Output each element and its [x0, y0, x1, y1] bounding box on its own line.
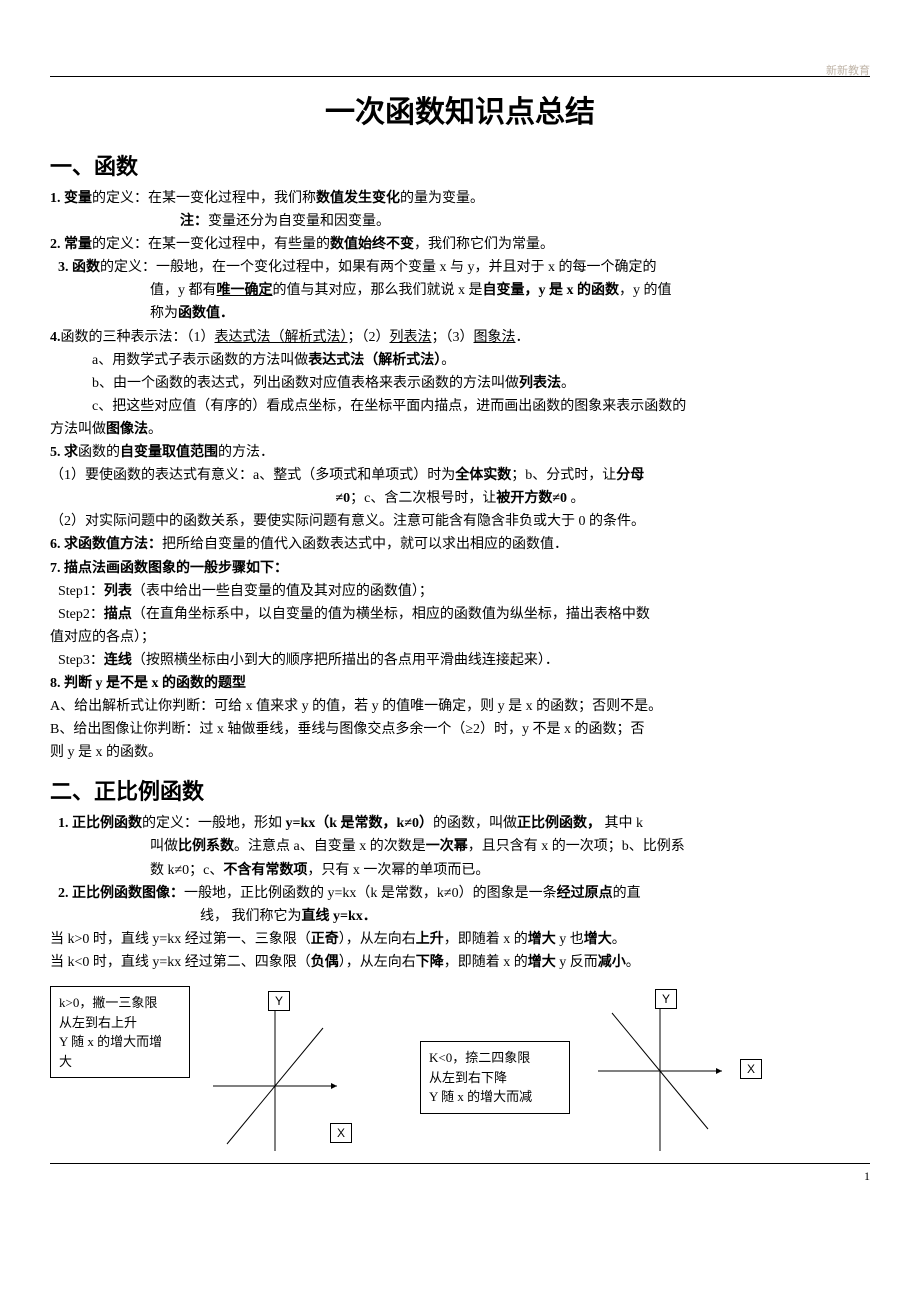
phrase-unique: 唯一确定 [217, 283, 273, 298]
figure-2-textbox: K<0，捺二四象限 从左到右下降 Y 随 x 的增大而减 [420, 1041, 570, 1114]
s2-item-3: 当 k>0 时，直线 y=kx 经过第一、三象限（正奇），从左向右上升，即随着 … [50, 928, 870, 951]
s1-item-5-1-line1: （1）要使函数的表达式有意义：a、整式（多项式和单项式）时为全体实数；b、分式时… [50, 464, 870, 487]
s1-item-6: 6. 求函数值方法：把所给自变量的值代入函数表达式中，就可以求出相应的函数值． [50, 533, 870, 556]
phrase-domain: 自变量取值范围 [120, 445, 218, 460]
figure-1-y-label: Y [268, 991, 290, 1011]
s1-item-4c-line2: 方法叫做图像法。 [50, 418, 870, 441]
phrase-value-unchanged: 数值始终不变 [330, 237, 414, 252]
phrase-connect-line: 连线 [104, 653, 132, 668]
s2-item-1-line1: 1. 正比例函数的定义：一般地，形如 y=kx（k 是常数，k≠0）的函数，叫做… [50, 812, 870, 835]
s1-item-7-title: 7. 描点法画函数图象的一般步骤如下： [50, 557, 870, 580]
phrase-all-reals: 全体实数 [455, 468, 511, 483]
label-constant: 2. 常量 [50, 237, 92, 252]
phrase-fouou: 负偶 [311, 955, 339, 970]
bottom-horizontal-rule [50, 1163, 870, 1164]
phrase-list-table: 列表 [104, 584, 132, 599]
phrase-graph-method: 图像法 [106, 422, 148, 437]
s1-item-7-step2-line2: 值对应的各点）； [50, 626, 870, 649]
phrase-fn-value: 函数值． [178, 306, 234, 321]
s1-item-4b: b、由一个函数的表达式，列出函数对应值表格来表示函数的方法叫做列表法。 [50, 372, 870, 395]
phrase-ykx: y=kx（k 是常数，k≠0） [286, 816, 434, 831]
top-horizontal-rule [50, 76, 870, 77]
s1-item-8b-line2: 则 y 是 x 的函数。 [50, 741, 870, 764]
s2-item-4: 当 k<0 时，直线 y=kx 经过第二、四象限（负偶），从左向右下降，即随着 … [50, 951, 870, 974]
s1-item-8a: A、给出解析式让你判断：可给 x 值来求 y 的值，若 y 的值唯一确定，则 y… [50, 695, 870, 718]
s1-item-7-step2-line1: Step2：描点（在直角坐标系中，以自变量的值为横坐标，相应的函数值为纵坐标，描… [50, 603, 870, 626]
figure-2-chart [590, 986, 730, 1156]
phrase-table-method: 列表法 [519, 376, 561, 391]
header-watermark: 新新教育 [826, 62, 870, 78]
phrase-increase-3: 增大 [528, 955, 556, 970]
phrase-proportion-coeff: 比例系数 [178, 839, 234, 854]
phrase-radicand-neq0: 被开方数≠0 [496, 491, 570, 506]
figure-1-textbox: k>0，撇一三象限 从左到右上升 Y 随 x 的增大而增 大 [50, 986, 190, 1078]
label-proportional-fn: 1. 正比例函数 [58, 816, 142, 831]
method-graph: 图象法 [474, 330, 516, 345]
s1-item-5: 5. 求函数的自变量取值范围的方法． [50, 441, 870, 464]
phrase-first-power: 一次幂 [426, 839, 468, 854]
note-label: 注： [180, 214, 208, 229]
phrase-rise: 上升 [416, 932, 444, 947]
phrase-proportional-fn-name: 正比例函数， [517, 816, 605, 831]
label-6: 6. 求函数值方法： [50, 537, 162, 552]
figure-2-y-label: Y [655, 989, 677, 1009]
s1-item-5-1-line2: ≠0；c、含二次根号时，让被开方数≠0 。 [50, 487, 870, 510]
s2-item-2-line2: 线， 我们称它为直线 y=kx． [50, 905, 870, 928]
s1-item-1: 1. 变量的定义：在某一变化过程中，我们称数值发生变化的量为变量。 [50, 187, 870, 210]
method-expression: 表达式法（解析式法） [215, 330, 348, 345]
s1-item-3-line3: 称为函数值． [50, 302, 870, 325]
label-5: 5. 求 [50, 445, 78, 460]
phrase-ivar-yfn: 自变量，y 是 x 的函数 [483, 283, 620, 298]
phrase-neq0-1: ≠0 [335, 491, 350, 506]
s1-item-3-line1: 3. 函数的定义：一般地，在一个变化过程中，如果有两个变量 x 与 y，并且对于… [50, 256, 870, 279]
figures-row: k>0，撇一三象限 从左到右上升 Y 随 x 的增大而增 大 Y X K<0，捺… [50, 986, 870, 1166]
phrase-no-constant: 不含有常数项 [223, 863, 307, 878]
figure-1-wrap: k>0，撇一三象限 从左到右上升 Y 随 x 的增大而增 大 Y X [50, 986, 370, 1166]
figure-1-x-label: X [330, 1123, 352, 1143]
section-1-title: 一、函数 [50, 149, 870, 181]
s1-item-4: 4.函数的三种表示法：（1）表达式法（解析式法）；（2）列表法；（3）图象法． [50, 326, 870, 349]
s1-item-7-step3: Step3：连线（按照横坐标由小到大的顺序把所描出的各点用平滑曲线连接起来）． [50, 649, 870, 672]
s1-item-7-step1: Step1：列表（表中给出一些自变量的值及其对应的函数值）； [50, 580, 870, 603]
s1-item-3-line2: 值，y 都有唯一确定的值与其对应，那么我们就说 x 是自变量，y 是 x 的函数… [50, 279, 870, 302]
label-function: 3. 函数 [58, 260, 100, 275]
phrase-increase-2: 增大 [584, 932, 612, 947]
phrase-fall: 下降 [416, 955, 444, 970]
phrase-expression-method: 表达式法（解析式法） [308, 353, 441, 368]
s1-item-4c-line1: c、把这些对应值（有序的）看成点坐标，在坐标平面内描点，进而画出函数的图象来表示… [50, 395, 870, 418]
phrase-decrease: 减小 [598, 955, 626, 970]
s1-item-5-2: （2）对实际问题中的函数关系，要使实际问题有意义。注意可能含有隐含非负或大于 0… [50, 510, 870, 533]
s2-item-2-line1: 2. 正比例函数图像：一般地，正比例函数的 y=kx（k 是常数，k≠0）的图象… [50, 882, 870, 905]
s1-item-4a: a、用数学式子表示函数的方法叫做表达式法（解析式法）。 [50, 349, 870, 372]
s1-item-1-note: 注：变量还分为自变量和因变量。 [50, 210, 870, 233]
figure-2-x-label: X [740, 1059, 762, 1079]
phrase-denominator: 分母 [616, 468, 644, 483]
phrase-increase-1: 增大 [528, 932, 556, 947]
s1-item-2: 2. 常量的定义：在某一变化过程中，有些量的数值始终不变，我们称它们为常量。 [50, 233, 870, 256]
phrase-value-change: 数值发生变化 [316, 191, 400, 206]
phrase-zhengqi: 正奇 [311, 932, 339, 947]
phrase-through-origin: 经过原点 [557, 886, 613, 901]
figure-1-chart [205, 986, 345, 1156]
section-2-title: 二、正比例函数 [50, 774, 870, 806]
document-title: 一次函数知识点总结 [50, 87, 870, 131]
method-table: 列表法 [390, 330, 432, 345]
phrase-plot-points: 描点 [104, 607, 132, 622]
s2-item-1-line2: 叫做比例系数。注意点 a、自变量 x 的次数是一次幂，且只含有 x 的一次项；b… [50, 835, 870, 858]
s1-item-8-title: 8. 判断 y 是不是 x 的函数的题型 [50, 672, 870, 695]
label-variable: 1. 变量 [50, 191, 92, 206]
figure-2-wrap: K<0，捺二四象限 从左到右下降 Y 随 x 的增大而减 Y X [420, 986, 850, 1166]
label-4: 4. [50, 330, 61, 345]
phrase-line-ykx: 直线 y=kx． [302, 909, 377, 924]
page-number: 1 [864, 1169, 870, 1184]
s1-item-8b-line1: B、给出图像让你判断：过 x 轴做垂线，垂线与图像交点多余一个（≥2）时，y 不… [50, 718, 870, 741]
s2-item-1-line3: 数 k≠0；c、不含有常数项，只有 x 一次幂的单项而已。 [50, 859, 870, 882]
label-proportional-graph: 2. 正比例函数图像： [58, 886, 184, 901]
